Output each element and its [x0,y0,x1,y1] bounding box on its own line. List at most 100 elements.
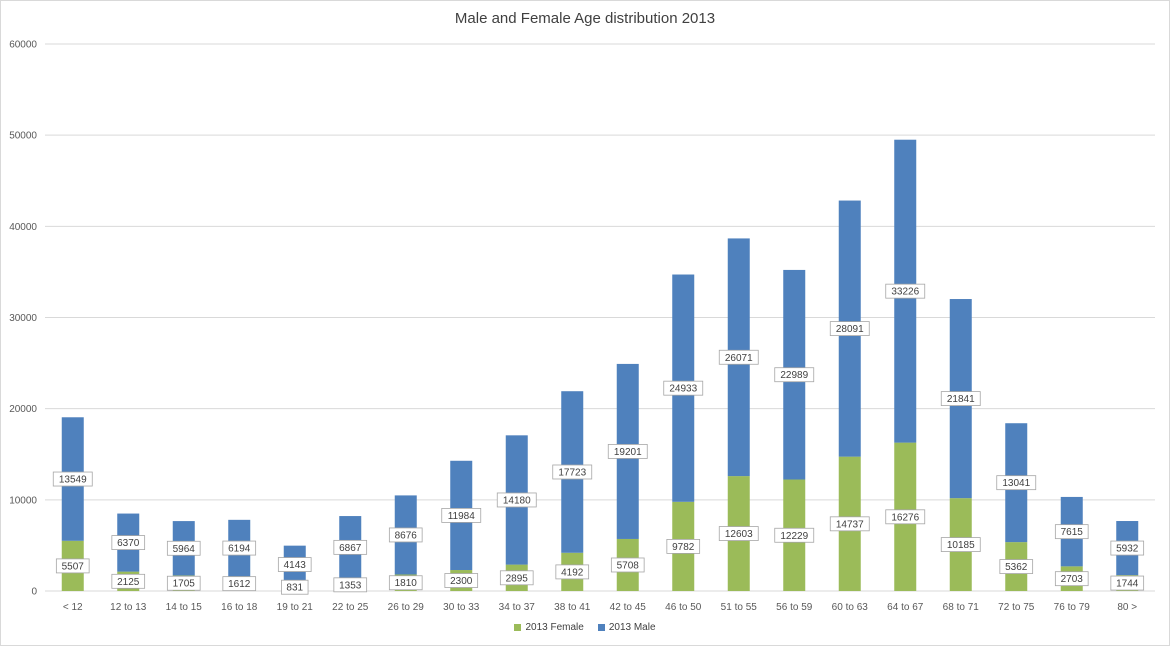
data-label-box [1054,571,1089,587]
legend-label-female: 2013 Female [525,622,584,633]
data-label: 2703 [1061,574,1084,585]
data-label: 14180 [503,495,531,506]
x-tick-label: 46 to 50 [665,602,702,613]
legend-swatch-male [597,624,605,631]
data-label: 19201 [614,447,642,458]
data-label-box [166,540,201,556]
data-label-box [774,527,815,543]
data-label-box [1110,575,1145,591]
data-label-box [552,464,593,480]
legend-label-male: 2013 Male [608,622,656,633]
data-label: 22989 [780,370,808,381]
data-label: 5932 [1116,544,1139,555]
data-label-box [281,579,309,595]
data-label: 2895 [506,573,529,584]
x-tick-label: 72 to 75 [998,602,1035,613]
data-label: 1744 [1116,579,1139,590]
x-tick-label: 68 to 71 [943,602,980,613]
data-label-box [607,444,648,459]
data-label: 24933 [669,384,697,395]
data-label: 1810 [395,578,418,589]
data-label-box [222,540,257,556]
data-label-box [885,509,926,525]
data-label-box [999,559,1034,574]
data-label: 5708 [617,560,640,571]
x-tick-label: 22 to 25 [332,602,369,613]
x-tick-label: 26 to 29 [388,602,425,613]
y-tick-label: 30000 [9,313,37,324]
data-label: 9782 [672,542,695,553]
data-label: 6370 [117,538,140,549]
data-label: 5964 [173,544,196,555]
data-label-box [388,527,423,543]
data-label-box [277,557,312,572]
data-label-box [555,564,590,580]
x-tick-label: 60 to 63 [832,602,869,613]
data-label-box [610,557,645,573]
data-label: 4143 [284,560,307,571]
data-label: 6194 [228,544,251,555]
data-label-box [55,558,90,574]
y-tick-label: 40000 [9,222,37,233]
legend-item-male: 2013 Male [597,622,656,633]
x-tick-label: 38 to 41 [554,602,591,613]
data-label: 16276 [891,512,919,523]
data-label-box [996,475,1037,491]
x-tick-label: 19 to 21 [277,602,314,613]
data-label-box [940,391,981,406]
data-label: 28091 [836,324,864,335]
chart-legend: 2013 Female 2013 Male [0,622,1170,633]
data-label: 8676 [395,530,418,541]
y-tick-label: 20000 [9,404,37,415]
data-label-box [499,570,534,586]
data-label-box [111,535,146,550]
data-label: 13041 [1002,478,1030,489]
data-label: 4192 [561,567,584,578]
data-label-box [663,380,704,396]
data-label-box [111,573,146,589]
data-label: 12229 [780,531,808,542]
data-label-box [718,526,759,541]
data-label-box [774,367,815,383]
x-tick-label: 16 to 18 [221,602,258,613]
y-tick-label: 60000 [9,40,37,51]
data-label: 831 [286,583,303,594]
data-label: 7615 [1061,527,1084,538]
data-label: 10185 [947,540,975,551]
x-tick-label: < 12 [63,602,83,613]
data-label: 5362 [1005,562,1028,573]
x-tick-label: 14 to 15 [166,602,203,613]
legend-item-female: 2013 Female [514,622,584,633]
data-label: 6867 [339,543,362,554]
data-label: 33226 [891,287,919,298]
data-label-box [496,492,537,508]
data-label-box [444,573,479,588]
data-label-box [666,539,701,554]
data-label-box [166,575,201,591]
data-label-box [388,575,423,591]
x-tick-label: 64 to 67 [887,602,924,613]
x-tick-label: 80 > [1117,602,1137,613]
data-label: 11984 [448,511,476,522]
data-label: 12603 [725,529,753,540]
data-label: 1612 [228,579,251,590]
data-label: 1705 [173,579,196,590]
data-label-box [1054,524,1089,540]
data-label: 17723 [558,467,586,478]
data-label-box [940,537,981,552]
data-label: 26071 [725,353,753,364]
x-tick-label: 56 to 59 [776,602,813,613]
data-label-box [333,539,368,555]
data-label-box [885,283,926,299]
data-label: 1353 [339,580,362,591]
x-tick-label: 42 to 45 [610,602,647,613]
data-label-box [222,576,257,592]
data-label: 14737 [836,519,864,530]
y-tick-label: 10000 [9,495,37,506]
data-label-box [1110,540,1145,556]
data-label-box [333,577,368,593]
data-label-box [829,321,870,336]
data-label-box [829,516,870,532]
data-label-box [718,349,759,365]
